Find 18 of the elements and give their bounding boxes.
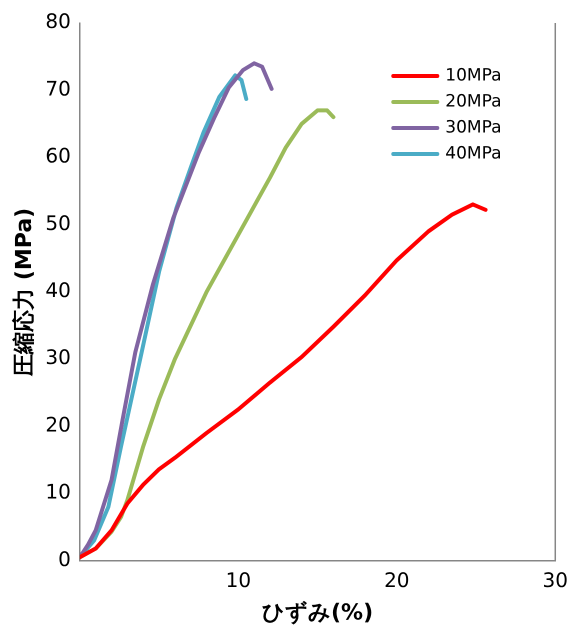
legend-label: 20MPa <box>445 91 502 112</box>
y-tick-label: 20 <box>45 412 71 436</box>
x-axis-title: ひずみ(%) <box>262 600 374 626</box>
x-tick-label: 30 <box>542 568 568 592</box>
y-tick-label: 30 <box>45 345 71 370</box>
x-tick-label: 20 <box>384 568 410 592</box>
y-axis-title: 圧縮応力 (MPa) <box>10 208 37 377</box>
y-tick-label: 60 <box>45 144 71 168</box>
y-tick-label: 10 <box>45 480 71 504</box>
y-tick-label: 80 <box>45 9 71 34</box>
legend-label: 40MPa <box>445 143 502 164</box>
y-tick-label: 0 <box>58 546 71 571</box>
x-tick-label: 10 <box>226 568 252 592</box>
legend-label: 10MPa <box>445 65 502 86</box>
y-tick-label: 50 <box>45 210 71 235</box>
y-tick-label: 70 <box>45 76 71 100</box>
legend-label: 30MPa <box>445 117 502 138</box>
y-tick-label: 40 <box>45 278 71 302</box>
